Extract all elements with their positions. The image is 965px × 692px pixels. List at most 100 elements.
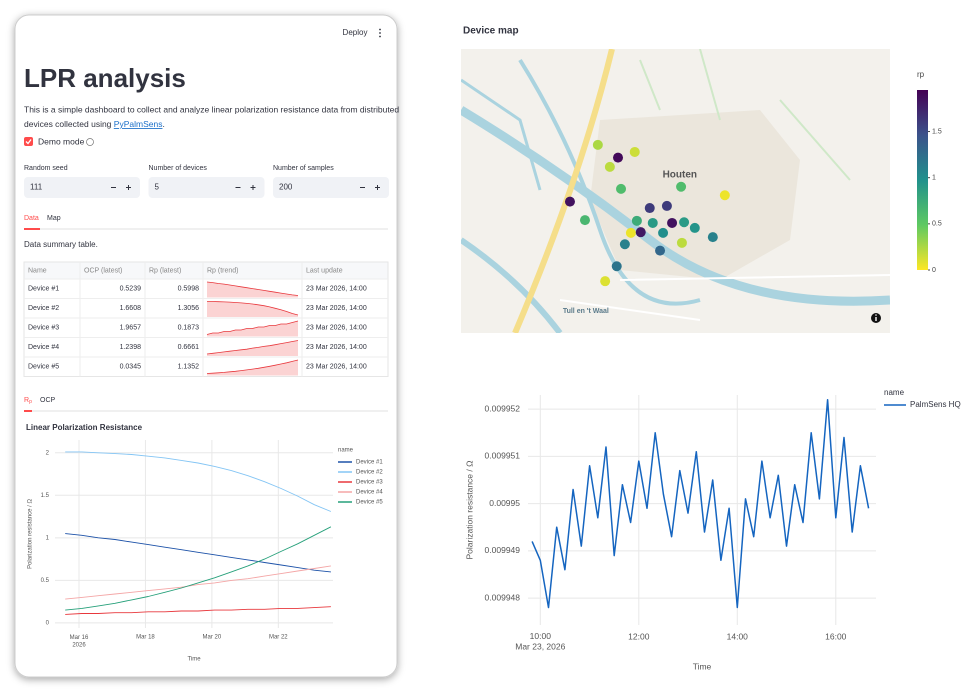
cell: 0.6661 [178, 344, 200, 351]
y-tick-label: 1 [46, 535, 50, 541]
y-tick-label: 0.009949 [485, 545, 521, 555]
x-tick-label: Mar 22 [269, 635, 288, 641]
checkbox[interactable] [24, 137, 33, 146]
series-line [65, 565, 331, 600]
cell: 0.5239 [120, 286, 142, 293]
device-marker[interactable] [676, 237, 687, 248]
device-marker[interactable] [661, 200, 672, 211]
device-marker[interactable] [619, 239, 630, 250]
device-marker[interactable] [707, 232, 718, 243]
device-marker[interactable] [564, 196, 575, 207]
place-label: Tull en 't Waal [563, 308, 609, 315]
device-marker[interactable] [679, 217, 690, 228]
colorbar-tick-label: 1 [932, 175, 936, 182]
legend-label: PalmSens HQ [910, 400, 961, 409]
device-marker[interactable] [655, 245, 666, 256]
cell: Device #3 [28, 325, 59, 332]
sparkline [206, 359, 299, 374]
tab[interactable]: OCP [40, 397, 56, 404]
device-marker[interactable] [676, 181, 687, 192]
table-caption: Data summary table. [24, 240, 98, 249]
cell: Device #5 [28, 364, 59, 371]
tab[interactable]: Rp [24, 397, 32, 405]
device-marker[interactable] [635, 227, 646, 238]
chart-title: Device map [463, 26, 519, 37]
input-label: Number of devices [149, 165, 208, 172]
y-tick-label: 2 [46, 450, 50, 456]
y-tick-label: 0.009948 [485, 592, 521, 602]
sparkline [206, 340, 299, 355]
device-marker[interactable] [604, 161, 615, 172]
device-marker[interactable] [629, 146, 640, 157]
cell: 23 Mar 2026, 14:00 [306, 286, 367, 293]
x-tick-label: 10:00 Mar 23, 2026 [515, 631, 565, 652]
device-marker[interactable] [579, 215, 590, 226]
device-marker[interactable] [689, 222, 700, 233]
colorbar-tick-label: 0 [932, 267, 936, 274]
deploy-button[interactable]: Deploy [343, 28, 368, 37]
device-marker[interactable] [625, 227, 636, 238]
legend-label: Device #4 [356, 490, 383, 496]
device-marker[interactable] [592, 139, 603, 150]
sparkline [206, 281, 299, 296]
table-header [24, 262, 388, 280]
increment-button[interactable] [250, 185, 256, 190]
increment-button[interactable] [375, 185, 380, 190]
column-header: Last update [306, 267, 343, 274]
sparkline [207, 301, 299, 316]
help-icon[interactable] [86, 138, 94, 146]
device-marker[interactable] [631, 215, 642, 226]
tab[interactable]: Data [24, 215, 39, 222]
input-value: 200 [279, 183, 293, 192]
x-tick-label: Mar 18 [136, 635, 155, 641]
legend-label: Device #3 [356, 480, 383, 486]
column-header: Name [28, 267, 47, 274]
series-line [65, 526, 332, 611]
app-title: LPR analysis [24, 63, 186, 93]
y-tick-label: 0.009952 [485, 403, 521, 413]
x-tick-label: 16:00 [825, 631, 847, 641]
cell: 1.2398 [120, 344, 142, 351]
colorbar [917, 90, 928, 270]
increment-button[interactable] [126, 185, 131, 190]
device-marker[interactable] [719, 190, 730, 201]
cell: 23 Mar 2026, 14:00 [306, 364, 367, 371]
number-input[interactable] [148, 177, 265, 198]
y-tick-label: 1.5 [41, 493, 50, 499]
x-tick-label: 12:00 [628, 631, 650, 641]
description: This is a simple dashboard to collect an… [24, 104, 399, 114]
device-marker[interactable] [647, 217, 658, 228]
x-axis-title: Time [187, 657, 201, 663]
colorbar-tick-label: 0.5 [932, 221, 942, 228]
legend-title: name [884, 388, 905, 397]
device-marker[interactable] [616, 183, 627, 194]
device-marker[interactable] [600, 276, 611, 287]
device-marker[interactable] [613, 152, 624, 163]
number-input[interactable] [273, 177, 389, 198]
sparkline-area [207, 360, 298, 376]
device-marker[interactable] [658, 227, 669, 238]
number-input[interactable] [24, 177, 140, 198]
map-info-icon[interactable] [871, 313, 881, 323]
device-marker[interactable] [611, 261, 622, 272]
device-marker[interactable] [667, 217, 678, 228]
y-axis-title: Polarization resistance / Ω [28, 499, 34, 569]
x-axis-title: Time [693, 661, 712, 671]
place-label: Houten [663, 169, 697, 180]
tab[interactable]: Map [47, 215, 61, 222]
column-header: OCP (latest) [84, 267, 122, 274]
colorbar-title: rp [917, 70, 925, 79]
series-line [65, 533, 331, 573]
legend-label: Device #5 [356, 500, 383, 506]
device-marker[interactable] [644, 203, 655, 214]
input-label: Random seed [24, 165, 68, 172]
y-tick-label: 0.009951 [485, 451, 521, 461]
menu-icon[interactable] [379, 28, 381, 38]
y-tick-label: 0.00995 [489, 498, 520, 508]
x-tick-label: 14:00 [727, 631, 749, 641]
cell: 1.1352 [178, 364, 200, 371]
input-label: Number of samples [273, 165, 334, 172]
column-header: Rp (trend) [207, 267, 239, 274]
cell: 0.5998 [178, 286, 200, 293]
